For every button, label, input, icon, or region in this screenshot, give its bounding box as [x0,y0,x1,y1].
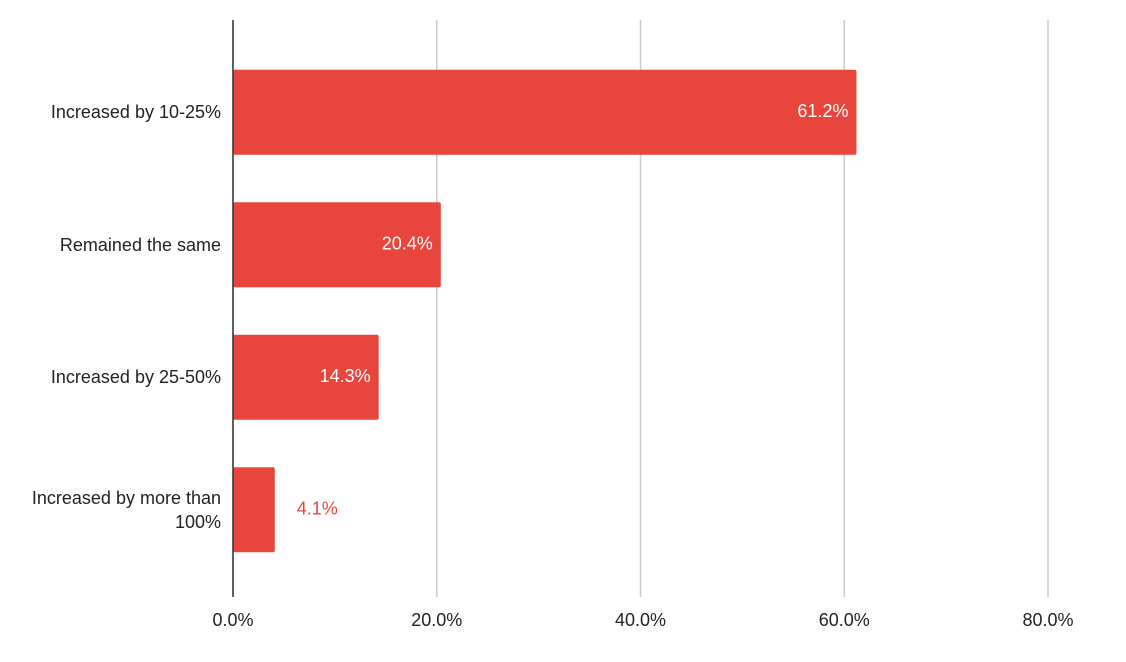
value-label: 61.2% [797,101,848,121]
bar [233,69,857,155]
x-tick-label: 80.0% [1022,610,1073,630]
y-tick-label: Increased by more than 100% [31,487,221,532]
y-tick-label: Increased by 25-50% [50,367,221,388]
bar [233,202,441,288]
x-tick-label: 40.0% [615,610,666,630]
y-tick-label: Increased by 10-25% [50,102,221,123]
x-tick-label: 60.0% [819,610,870,630]
y-tick-label: Remained the same [59,234,221,255]
bar [233,467,275,553]
value-label: 14.3% [320,366,371,386]
x-tick-label: 20.0% [411,610,462,630]
value-label: 20.4% [382,234,433,254]
x-tick-label: 0.0% [212,610,253,630]
value-label: 4.1% [297,499,338,519]
bar [233,334,379,420]
